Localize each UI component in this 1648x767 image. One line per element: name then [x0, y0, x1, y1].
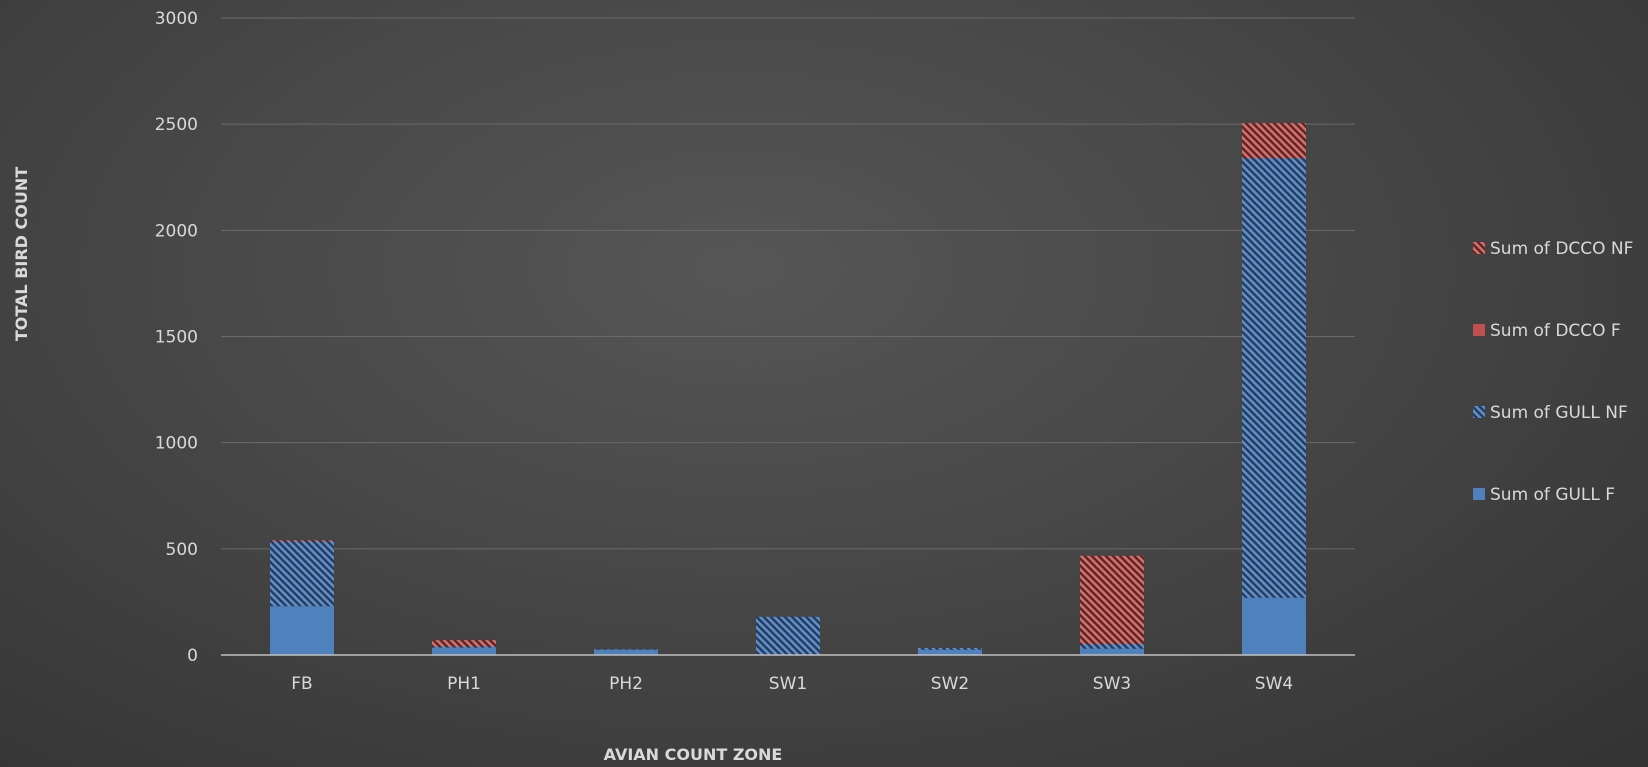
bar-sum-of-gull-f-ph2	[594, 649, 658, 655]
y-tick-label: 2000	[155, 221, 198, 241]
y-tick-label: 1500	[155, 328, 198, 348]
legend-label: Sum of DCCO F	[1490, 321, 1621, 341]
x-tick-label: FB	[291, 674, 312, 694]
x-tick-label: PH2	[609, 674, 643, 694]
bar-sum-of-gull-nf-fb	[270, 541, 334, 607]
x-tick-label: SW3	[1093, 674, 1131, 694]
x-tick-label: SW1	[769, 674, 807, 694]
legend-swatch	[1473, 488, 1485, 500]
legend-label: Sum of GULL F	[1490, 485, 1615, 505]
legend-swatch	[1473, 324, 1485, 336]
bar-sum-of-gull-f-ph1	[432, 647, 496, 655]
y-tick-label: 2500	[155, 115, 198, 135]
bar-sum-of-gull-f-sw2	[918, 649, 982, 655]
bar-sum-of-gull-f-sw4	[1242, 597, 1306, 655]
y-tick-label: 0	[187, 646, 198, 666]
bar-sum-of-gull-nf-sw1	[756, 616, 820, 655]
legend-swatch	[1473, 406, 1485, 418]
bar-sum-of-dcco-nf-sw4	[1242, 123, 1306, 159]
y-tick-label: 3000	[155, 9, 198, 29]
axes: 0 500 1000 1500 2000 2500 3000 FB PH1 PH2 SW1 SW2 SW…	[155, 9, 1355, 694]
legend: Sum of DCCO NF Sum of DCCO F Sum of GULL N…	[1473, 239, 1633, 505]
bar-sum-of-gull-nf-sw3	[1080, 643, 1144, 649]
x-tick-label: SW2	[931, 674, 969, 694]
y-axis-title: TOTAL BIRD COUNT	[12, 167, 31, 341]
legend-swatch	[1473, 242, 1485, 254]
bars	[270, 123, 1306, 655]
bar-sum-of-gull-nf-sw4	[1242, 158, 1306, 598]
bar-sum-of-gull-f-fb	[270, 606, 334, 655]
bar-sum-of-dcco-nf-fb	[270, 540, 334, 542]
bar-sum-of-gull-f-sw3	[1080, 648, 1144, 655]
y-tick-label: 1000	[155, 434, 198, 454]
x-tick-label: SW4	[1255, 674, 1293, 694]
legend-label: Sum of DCCO NF	[1490, 239, 1633, 259]
x-tick-label: PH1	[447, 674, 481, 694]
y-tick-label: 500	[166, 540, 198, 560]
legend-label: Sum of GULL NF	[1490, 403, 1628, 423]
gridlines	[221, 17, 1355, 550]
bar-sum-of-gull-nf-sw2	[918, 647, 982, 650]
bar-sum-of-gull-nf-ph1	[432, 646, 496, 648]
bar-sum-of-dcco-nf-sw3	[1080, 555, 1144, 644]
x-axis-title: AVIAN COUNT ZONE	[604, 745, 783, 764]
bar-sum-of-dcco-nf-ph1	[432, 640, 496, 647]
